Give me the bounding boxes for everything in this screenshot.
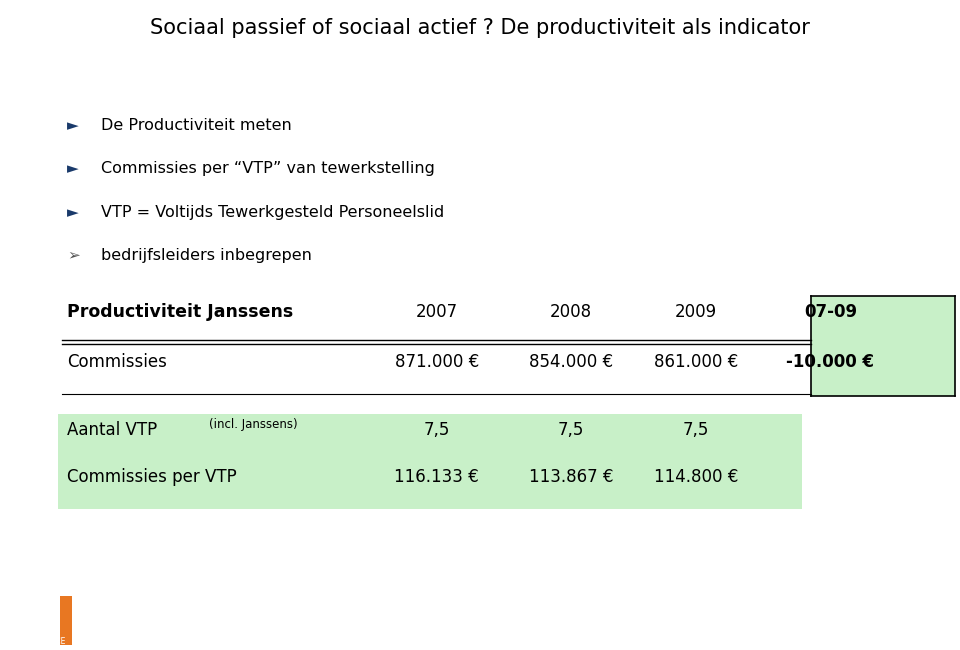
Text: Productiviteit Janssens: Productiviteit Janssens — [67, 303, 294, 321]
Bar — [811, 296, 955, 346]
Text: 2009: 2009 — [675, 303, 717, 321]
Text: -10.000 €: -10.000 € — [786, 353, 875, 371]
Text: VTP = Voltijds Tewerkgesteld Personeelslid: VTP = Voltijds Tewerkgesteld Personeelsl… — [101, 205, 444, 220]
Text: INSURANCE: INSURANCE — [21, 637, 65, 646]
Text: 861.000 €: 861.000 € — [654, 353, 738, 371]
Text: AG: AG — [21, 612, 53, 631]
Text: AG Insurance  |  Paul Rimaux - 16 maart 2010 - Kempische Verzekeringskring  |  p: AG Insurance | Paul Rimaux - 16 maart 20… — [173, 616, 787, 631]
Text: 854.000 €: 854.000 € — [529, 353, 613, 371]
Text: ►: ► — [67, 161, 79, 177]
Text: Commissies: Commissies — [67, 353, 167, 371]
Text: 113.867 €: 113.867 € — [529, 469, 613, 486]
Text: (incl. Janssens): (incl. Janssens) — [209, 417, 298, 430]
Text: Commissies per “VTP” van tewerkstelling: Commissies per “VTP” van tewerkstelling — [101, 161, 435, 177]
Text: 7,5: 7,5 — [423, 421, 450, 439]
Bar — [58, 414, 802, 509]
Text: Commissies per VTP: Commissies per VTP — [67, 469, 237, 486]
Text: ►: ► — [67, 118, 79, 133]
Text: 07-09: 07-09 — [804, 303, 857, 321]
Text: 7,5: 7,5 — [683, 421, 709, 439]
Text: 2007: 2007 — [416, 303, 458, 321]
Text: Sociaal passief of sociaal actief ? De productiviteit als indicator: Sociaal passief of sociaal actief ? De p… — [150, 18, 810, 38]
Text: 116.133 €: 116.133 € — [395, 469, 479, 486]
Text: De Productiviteit meten: De Productiviteit meten — [101, 118, 292, 133]
Bar — [60, 596, 72, 645]
Text: 7,5: 7,5 — [558, 421, 585, 439]
Text: Aantal VTP: Aantal VTP — [67, 421, 157, 439]
Text: 871.000 €: 871.000 € — [395, 353, 479, 371]
Text: ►: ► — [67, 205, 79, 220]
Bar — [811, 346, 955, 396]
Text: 114.800 €: 114.800 € — [654, 469, 738, 486]
Text: 2008: 2008 — [550, 303, 592, 321]
Text: ➢: ➢ — [67, 248, 80, 263]
Text: bedrijfsleiders inbegrepen: bedrijfsleiders inbegrepen — [101, 248, 312, 263]
